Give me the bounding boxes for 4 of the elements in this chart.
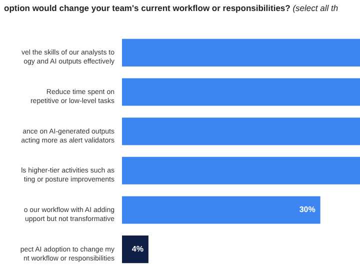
data-label: 4% <box>132 244 144 254</box>
chart-subtitle: (select all th <box>292 3 338 13</box>
data-label: 30% <box>299 204 316 214</box>
chart-title: option would change your team's current workflow or responsibilities? <box>4 3 290 13</box>
